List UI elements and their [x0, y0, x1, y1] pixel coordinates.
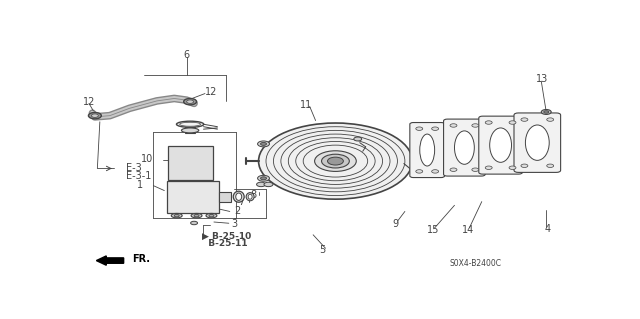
Ellipse shape	[180, 122, 200, 126]
Circle shape	[472, 168, 479, 171]
Circle shape	[321, 154, 349, 168]
Circle shape	[191, 221, 198, 225]
Text: 2: 2	[234, 206, 240, 216]
Text: FR.: FR.	[132, 254, 150, 264]
Text: 13: 13	[536, 74, 548, 84]
Circle shape	[416, 127, 423, 130]
Ellipse shape	[174, 214, 179, 217]
Circle shape	[485, 166, 492, 169]
Circle shape	[450, 124, 457, 127]
Circle shape	[431, 127, 438, 130]
Ellipse shape	[525, 125, 549, 160]
Ellipse shape	[420, 134, 435, 166]
Text: E-3: E-3	[126, 163, 142, 173]
FancyBboxPatch shape	[444, 119, 485, 176]
Ellipse shape	[209, 214, 214, 217]
Circle shape	[521, 118, 528, 121]
Text: 12: 12	[205, 87, 218, 97]
Circle shape	[257, 182, 266, 187]
Circle shape	[547, 118, 554, 121]
Ellipse shape	[172, 213, 182, 218]
Circle shape	[547, 164, 554, 167]
Circle shape	[257, 175, 269, 181]
Text: E-3-1: E-3-1	[126, 171, 152, 181]
Text: 10: 10	[141, 154, 154, 164]
Bar	[219, 192, 231, 202]
FancyBboxPatch shape	[479, 116, 522, 174]
Circle shape	[260, 177, 266, 180]
Ellipse shape	[248, 194, 252, 199]
Text: 12: 12	[83, 97, 95, 107]
Circle shape	[450, 168, 457, 171]
Circle shape	[354, 137, 362, 141]
Text: 7: 7	[239, 197, 244, 207]
FancyArrow shape	[97, 256, 124, 265]
Circle shape	[328, 157, 344, 165]
Bar	[167, 181, 219, 213]
Circle shape	[259, 123, 412, 199]
Circle shape	[187, 100, 193, 103]
Bar	[168, 146, 213, 180]
Circle shape	[544, 111, 548, 113]
Circle shape	[88, 113, 101, 119]
Ellipse shape	[454, 131, 474, 164]
Text: 11: 11	[300, 100, 312, 110]
Circle shape	[184, 99, 196, 105]
Circle shape	[264, 182, 273, 187]
Ellipse shape	[181, 128, 199, 133]
Circle shape	[431, 170, 438, 173]
Text: 9: 9	[392, 219, 398, 229]
Ellipse shape	[177, 121, 204, 127]
Text: ▶ B-25-10: ▶ B-25-10	[202, 232, 251, 241]
Text: S0X4-B2400C: S0X4-B2400C	[449, 258, 502, 268]
Circle shape	[416, 170, 423, 173]
Text: 15: 15	[427, 225, 439, 235]
Ellipse shape	[246, 193, 254, 201]
Text: 14: 14	[462, 225, 474, 235]
Circle shape	[260, 142, 266, 145]
Circle shape	[509, 121, 516, 124]
Ellipse shape	[233, 191, 244, 202]
Circle shape	[485, 121, 492, 124]
FancyBboxPatch shape	[410, 122, 445, 178]
Circle shape	[509, 166, 516, 169]
Ellipse shape	[191, 213, 202, 218]
Text: 6: 6	[184, 50, 189, 60]
Ellipse shape	[206, 213, 217, 218]
Circle shape	[257, 141, 269, 147]
Text: 4: 4	[544, 224, 550, 234]
Bar	[185, 127, 195, 133]
Text: B-25-11: B-25-11	[202, 239, 247, 248]
Text: 5: 5	[319, 245, 325, 255]
Circle shape	[315, 151, 356, 171]
Ellipse shape	[490, 128, 511, 162]
Circle shape	[92, 114, 99, 117]
Text: 1: 1	[138, 180, 143, 190]
Circle shape	[472, 124, 479, 127]
FancyBboxPatch shape	[514, 113, 561, 172]
Ellipse shape	[194, 214, 199, 217]
Circle shape	[541, 109, 551, 115]
Circle shape	[521, 164, 528, 167]
Text: 8: 8	[250, 190, 256, 200]
Text: 3: 3	[231, 219, 237, 229]
Ellipse shape	[236, 193, 242, 200]
